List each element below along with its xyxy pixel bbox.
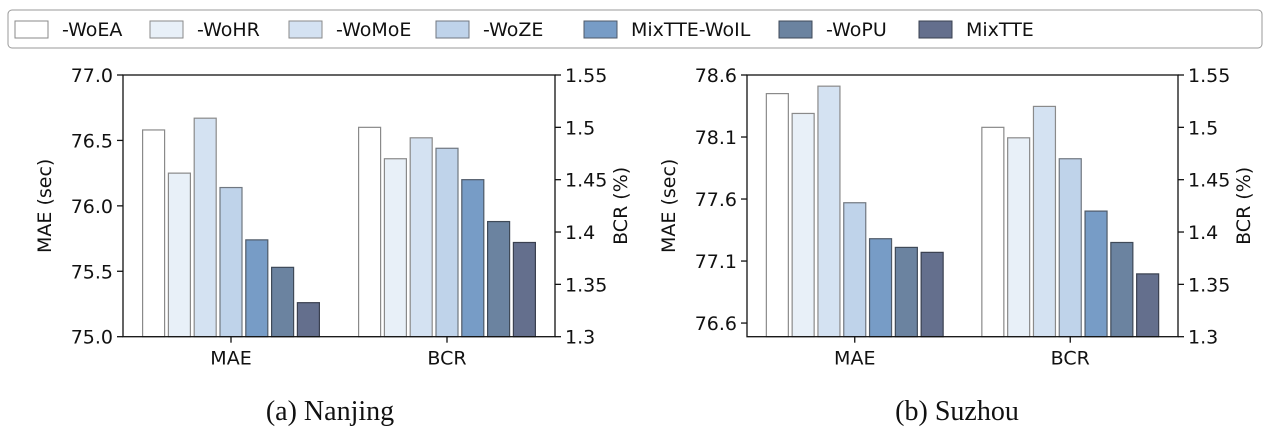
bar-wopu-mae <box>271 266 295 338</box>
bar-woea-mae <box>142 129 166 338</box>
bar-woze-mae <box>843 202 867 338</box>
legend-swatch <box>778 20 813 39</box>
bar-woea-bcr <box>358 126 382 338</box>
bar-woze-bcr <box>1058 158 1082 338</box>
bar-wopu-bcr <box>1110 241 1134 338</box>
bar-mixtte-bcr <box>512 241 537 338</box>
chart-caption: (b) Suzhou <box>895 396 1019 427</box>
y2-tick-label: 1.35 <box>565 274 607 296</box>
bar-wohr-mae <box>791 112 815 338</box>
bar-womoe-bcr <box>1032 105 1057 338</box>
bar-mixtte-bcr <box>1136 273 1160 338</box>
legend-label: -WoMoE <box>336 19 411 41</box>
y2-tick-label: 1.45 <box>565 170 607 192</box>
y-tick-label: 76.0 <box>71 196 113 218</box>
y2-tick-label: 1.4 <box>1188 222 1218 244</box>
legend-swatch <box>918 20 953 39</box>
y2-tick-label: 1.3 <box>1188 327 1218 349</box>
bar-mixtte-mae <box>296 302 320 338</box>
y2-tick-label: 1.4 <box>565 222 595 244</box>
bar-woea-mae <box>765 93 789 338</box>
bar-woea-bcr <box>981 126 1005 338</box>
legend: -WoEA -WoHR -WoMoE -WoZE MixTTE-WoIL -WoPU Mix… <box>7 9 1263 49</box>
legend-label: -WoZE <box>483 19 543 41</box>
x-tick-label: MAE <box>834 348 875 370</box>
chart-suzhou: 76.6 77.1 77.6 78.1 78.6 1.3 1.35 1.4 1.45 1.5 1.5… <box>658 65 1255 427</box>
y2-tick-label: 1.3 <box>565 327 595 349</box>
chart-nanjing: 75.0 75.5 76.0 76.5 77.0 1.3 1.35 1.4 1.45 1.5 1.5… <box>34 65 632 427</box>
y2-axis-label: BCR (%) <box>610 167 632 245</box>
bar-woze-mae <box>219 186 243 338</box>
x-tick-label: BCR <box>427 348 466 370</box>
legend-label: MixTTE-WoIL <box>631 19 751 41</box>
bar-mixtte-woil-mae <box>868 238 893 338</box>
bar-wopu-mae <box>894 246 918 338</box>
y2-tick-label: 1.35 <box>1188 274 1230 296</box>
y-tick-label: 76.5 <box>71 130 113 152</box>
legend-swatch <box>583 20 618 39</box>
bar-wohr-bcr <box>1007 137 1031 338</box>
y-tick-label: 77.0 <box>71 65 113 87</box>
y2-tick-label: 1.5 <box>565 117 595 139</box>
legend-label: -WoHR <box>197 19 260 41</box>
y2-tick-label: 1.45 <box>1188 170 1230 192</box>
bar-womoe-mae <box>817 85 841 338</box>
chart-caption: (a) Nanjing <box>266 396 394 427</box>
bar-woze-bcr <box>435 147 459 338</box>
y-tick-label: 76.6 <box>695 313 737 335</box>
bar-womoe-bcr <box>409 137 433 338</box>
y-tick-label: 78.6 <box>695 65 737 87</box>
bar-mixtte-woil-bcr <box>1084 210 1108 338</box>
y2-axis-label: BCR (%) <box>1233 167 1255 245</box>
y-axis-label: MAE (sec) <box>34 159 56 253</box>
y2-tick-label: 1.5 <box>1188 117 1218 139</box>
legend-swatch <box>435 20 470 39</box>
plot-frame <box>746 74 1179 338</box>
y2-tick-label: 1.55 <box>565 65 607 87</box>
legend-swatch <box>288 20 323 39</box>
bar-wohr-bcr <box>383 158 407 338</box>
y2-tick-label: 1.55 <box>1188 65 1230 87</box>
legend-swatch <box>14 20 49 39</box>
bar-mixtte-mae <box>920 251 944 338</box>
bar-wopu-bcr <box>487 220 511 338</box>
legend-swatch <box>149 20 184 39</box>
x-tick-label: MAE <box>210 348 251 370</box>
bar-mixtte-woil-mae <box>245 239 269 338</box>
y-tick-label: 75.5 <box>71 261 113 283</box>
y-tick-label: 78.1 <box>695 127 737 149</box>
legend-label: MixTTE <box>966 19 1034 41</box>
bar-mixtte-woil-bcr <box>461 179 485 338</box>
x-tick-label: BCR <box>1051 348 1090 370</box>
y-tick-label: 77.6 <box>695 189 737 211</box>
bar-wohr-mae <box>167 172 191 338</box>
bar-womoe-mae <box>193 117 217 338</box>
legend-label: -WoEA <box>62 19 122 41</box>
y-axis-label: MAE (sec) <box>658 159 680 253</box>
y-tick-label: 75.0 <box>71 327 113 349</box>
legend-label: -WoPU <box>826 19 887 41</box>
y-tick-label: 77.1 <box>695 251 737 273</box>
